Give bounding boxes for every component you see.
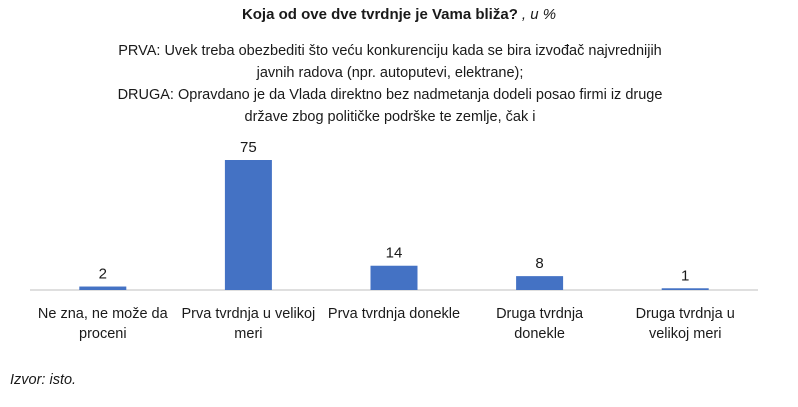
data-label: 14 [386,245,403,262]
category-label: proceni [79,326,127,342]
category-label: meri [234,326,262,342]
data-label: 1 [681,267,689,284]
data-label: 8 [535,255,543,272]
category-label: Druga tvrdnja u [636,306,735,322]
category-label: Druga tvrdnja [496,306,584,322]
chart-title-unit: , u % [521,6,557,23]
bar [516,276,564,290]
bar [370,265,418,290]
subtitle-line: DRUGA: Opravdano je da Vlada direktno be… [117,87,663,103]
source-note: Izvor: isto. [10,372,77,388]
bar [224,160,272,290]
category-label: Prva tvrdnja u velikoj [182,306,316,322]
subtitle-line: PRVA: Uvek treba obezbediti što veću kon… [118,43,662,59]
category-label: Prva tvrdnja donekle [328,306,460,322]
bar [79,286,127,290]
bar [661,288,709,290]
category-label: donekle [514,326,565,342]
chart-subtitle: PRVA: Uvek treba obezbediti što veću kon… [40,40,740,128]
subtitle-line: države zbog političke podrške te zemlje,… [244,109,536,125]
chart-title: Koja od ove dve tvrdnje je Vama bliža?, … [0,6,798,23]
category-label: velikoj meri [649,326,722,342]
category-label: Ne zna, ne može da [38,306,169,322]
chart-title-text: Koja od ove dve tvrdnje je Vama bliža? [241,6,518,23]
subtitle-line: javnih radova (npr. autoputevi, elektran… [256,65,524,81]
data-label: 2 [99,266,107,283]
data-label: 75 [240,139,257,156]
